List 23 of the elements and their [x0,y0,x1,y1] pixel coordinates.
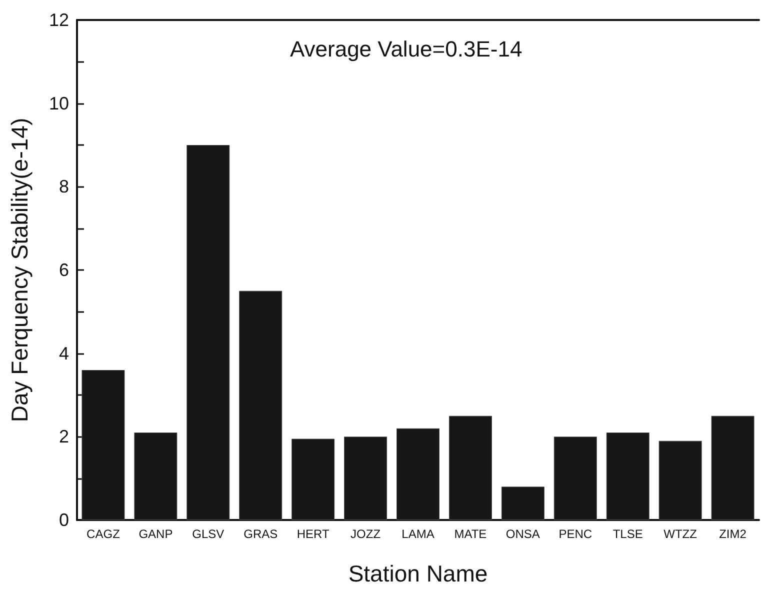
x-tick-label: MATE [454,527,487,541]
x-tick-label: GRAS [244,527,278,541]
y-tick-label: 6 [58,260,69,280]
x-tick-label: HERT [296,527,330,541]
x-tick-label: WTZZ [664,527,697,541]
x-tick-label: GANP [138,527,173,541]
x-axis-title: Station Name [348,560,488,586]
x-tick-label: PENC [558,527,592,541]
x-tick-label: JOZZ [350,527,381,541]
x-tick-label: CAGZ [86,527,120,541]
x-tick-label: GLSV [192,527,224,541]
y-tick-label: 4 [58,343,69,364]
y-tick-label: 2 [58,426,69,447]
y-tick-label: 10 [48,93,69,114]
y-tick-label: 8 [58,176,69,197]
annotation: Average Value=0.3E-14 [290,36,522,62]
y-tick-label: 12 [48,10,69,30]
x-tick-label: ZIM2 [719,527,747,541]
y-axis-title: Day Ferquency Stability(e-14) [6,118,32,422]
x-tick-label: TLSE [612,527,643,541]
y-tick-label: 0 [58,510,69,530]
x-tick-label: ONSA [506,527,540,541]
x-tick-label: LAMA [402,527,434,541]
